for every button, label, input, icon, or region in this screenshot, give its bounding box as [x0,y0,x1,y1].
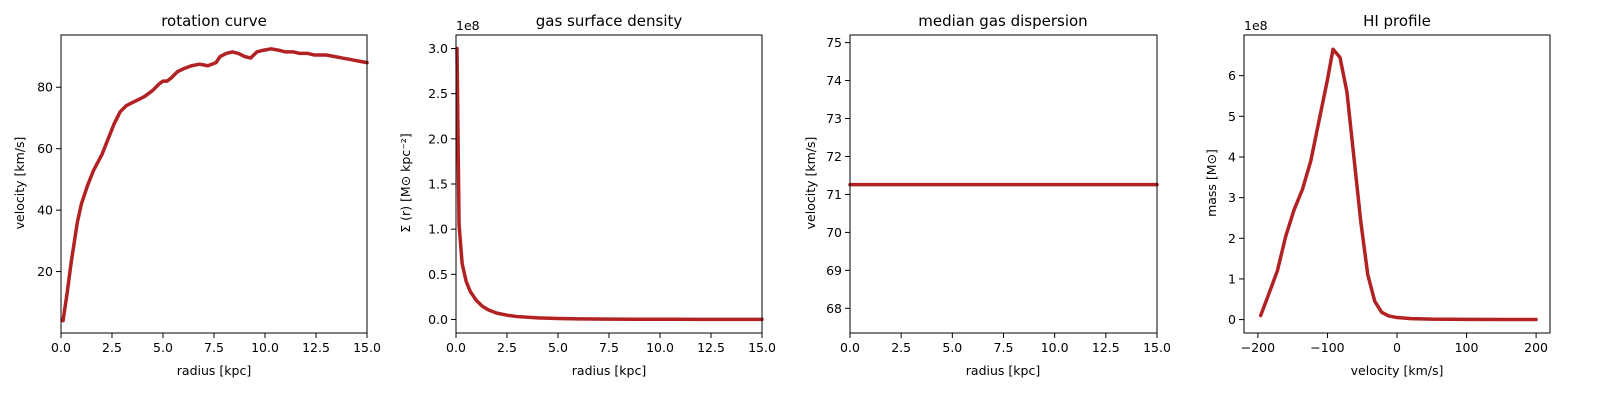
chart-title: gas surface density [536,12,683,30]
x-tick-label: 10.0 [251,340,279,355]
x-tick-label: 0.0 [840,340,860,355]
chart-title: median gas dispersion [918,12,1087,30]
y-tick-label: 0.5 [428,267,448,282]
x-tick-label: 100 [1455,340,1479,355]
x-tick-label: 2.5 [891,340,911,355]
median-gas-dispersion-panel: median gas dispersion radius [kpc] veloc… [803,12,1171,378]
y-tick-label: 75 [826,35,842,50]
axes-frame [60,34,368,334]
y-tick-label: 40 [37,203,53,218]
x-tick-label: 12.5 [1092,340,1120,355]
y-tick-label: 3 [1228,190,1236,205]
x-tick-label: 15.0 [1143,340,1171,355]
x-axis-label: radius [kpc] [572,363,646,378]
rotation-curve-panel: rotation curve radius [kpc] velocity [km… [12,12,381,378]
x-tick-label: 15.0 [353,340,381,355]
y-tick-label: 80 [37,80,53,95]
x-tick-label: 5.0 [153,340,173,355]
y-tick-label: 6 [1228,68,1236,83]
y-tick-label: 1.5 [428,177,448,192]
x-tick-label: 0.0 [51,340,71,355]
x-tick-label: 5.0 [942,340,962,355]
axes-frame [1243,34,1551,334]
y-axis-label: velocity [km/s] [12,137,27,230]
series-line [1258,47,1538,322]
offset-text: 1e8 [1244,18,1268,33]
y-axis-label: mass [M⊙] [1204,149,1219,217]
x-axis-label: velocity [km/s] [1351,363,1444,378]
x-tick-label: 7.5 [994,340,1014,355]
x-tick-label: 15.0 [748,340,776,355]
y-tick-label: 69 [826,263,842,278]
x-tick-label: −100 [1310,340,1344,355]
x-axis-label: radius [kpc] [966,363,1040,378]
x-tick-label: 12.5 [302,340,330,355]
x-tick-label: 12.5 [697,340,725,355]
x-tick-label: 10.0 [646,340,674,355]
y-tick-label: 71 [826,187,842,202]
y-tick-label: 20 [37,264,53,279]
axes-frame [455,34,763,334]
y-axis-label: Σ (r) [M⊙ kpc⁻²] [398,133,413,232]
y-tick-label: 68 [826,301,842,316]
y-tick-label: 60 [37,141,53,156]
y-axis-label: velocity [km/s] [803,137,818,230]
chart-title: HI profile [1363,12,1431,30]
y-tick-label: 3.0 [428,41,448,56]
x-tick-label: −200 [1241,340,1275,355]
y-tick-label: 5 [1228,109,1236,124]
x-tick-label: 2.5 [102,340,122,355]
x-axis-label: radius [kpc] [177,363,251,378]
offset-text: 1e8 [456,18,480,33]
hi-profile-panel: HI profile velocity [km/s] mass [M⊙] 1e8… [1204,12,1551,378]
y-tick-label: 70 [826,225,842,240]
y-tick-label: 0.0 [428,312,448,327]
x-tick-label: 200 [1524,340,1548,355]
y-tick-label: 4 [1228,149,1236,164]
x-tick-label: 7.5 [204,340,224,355]
y-tick-label: 1 [1228,271,1236,286]
x-tick-label: 5.0 [548,340,568,355]
y-tick-label: 0 [1228,312,1236,327]
y-tick-label: 74 [826,73,842,88]
y-tick-label: 2.0 [428,131,448,146]
y-tick-label: 73 [826,111,842,126]
y-tick-label: 72 [826,149,842,164]
series-line [61,47,369,323]
x-tick-label: 10.0 [1041,340,1069,355]
y-tick-label: 2.5 [428,86,448,101]
gas-surface-density-panel: gas surface density radius [kpc] Σ (r) [… [398,12,776,378]
x-tick-label: 0.0 [446,340,466,355]
y-tick-label: 2 [1228,231,1236,246]
y-tick-label: 1.0 [428,222,448,237]
x-tick-label: 0 [1393,340,1401,355]
x-tick-label: 2.5 [497,340,517,355]
chart-title: rotation curve [161,12,267,30]
x-tick-label: 7.5 [599,340,619,355]
series-line [455,46,764,322]
